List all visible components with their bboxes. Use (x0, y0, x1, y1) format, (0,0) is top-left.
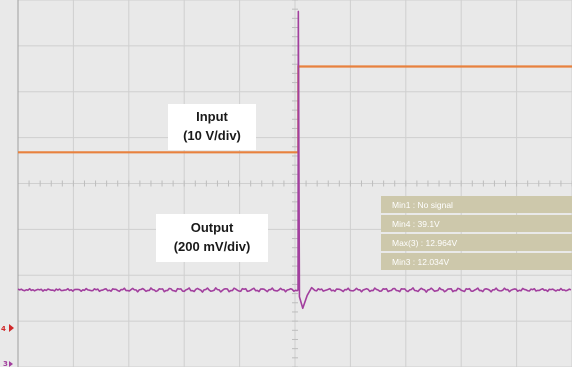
measurement-text: Max(3) : 12.964V (392, 238, 458, 248)
channel-markers: 4 3 (1, 324, 14, 367)
measurement-text: Min3 : 12.034V (392, 257, 450, 267)
measurement-text: Min1 : No signal (392, 200, 453, 210)
output-annotation: Output (200 mV/div) (156, 214, 268, 262)
measurement-row (381, 234, 572, 251)
measurement-row (381, 253, 572, 270)
input-annotation: Input (10 V/div) (168, 104, 256, 150)
output-trace (17, 10, 572, 310)
measurement-text: Min4 : 39.1V (392, 219, 440, 229)
measurement-row (381, 196, 572, 213)
measurement-row (381, 215, 572, 232)
output-label: Output (191, 220, 234, 235)
channel-4-arrow-icon (9, 324, 14, 332)
channel-3-marker: 3 (3, 360, 8, 367)
grid (17, 0, 572, 367)
channel-3-arrow-icon (9, 361, 13, 367)
output-scale-label: (200 mV/div) (174, 239, 251, 254)
input-label: Input (196, 109, 228, 124)
traces (17, 10, 572, 310)
measurement-panel: Min1 : No signal Min4 : 39.1V Max(3) : 12.… (381, 196, 572, 270)
input-scale-label: (10 V/div) (183, 128, 241, 143)
channel-4-marker: 4 (1, 325, 6, 333)
